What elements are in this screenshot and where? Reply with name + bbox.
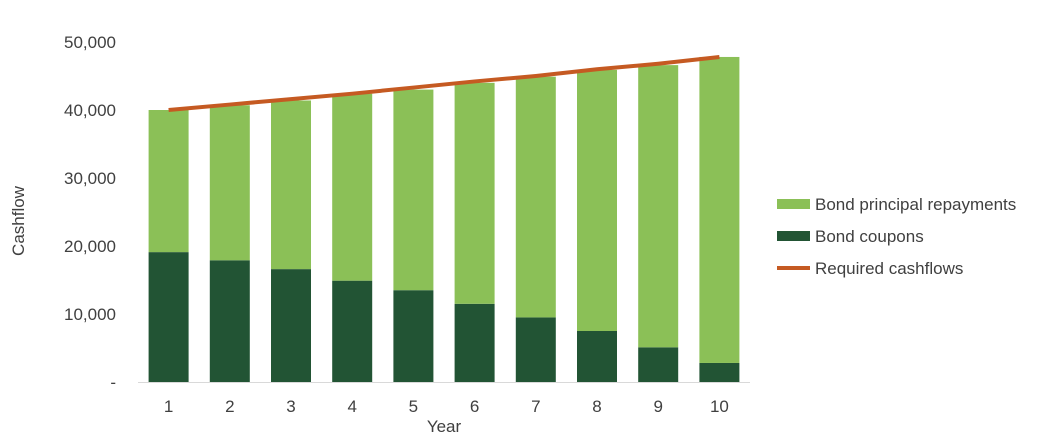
bar-principal [577, 69, 617, 331]
bar-coupons [454, 303, 495, 382]
bar-principal [699, 56, 740, 363]
bar-coupons [577, 331, 617, 382]
legend: Bond principal repayments Bond coupons R… [777, 195, 1016, 278]
legend-swatch-principal [777, 199, 810, 209]
y-axis-ticks: - 10,000 20,000 30,000 40,000 50,000 [64, 33, 116, 392]
bar-principal [209, 105, 250, 261]
bar-principal [393, 89, 434, 291]
legend-swatch-coupons [777, 231, 810, 241]
x-tick-label: 6 [470, 397, 479, 416]
bar-coupons [271, 269, 311, 382]
x-tick-label: 4 [347, 397, 356, 416]
bar-principal [638, 65, 679, 348]
y-tick-label: 30,000 [64, 169, 116, 188]
bar-coupons [332, 280, 373, 382]
x-tick-label: 8 [592, 397, 601, 416]
x-axis-title: Year [427, 417, 462, 436]
y-tick-label: 20,000 [64, 237, 116, 256]
bars-layer [148, 56, 740, 382]
y-tick-label: 50,000 [64, 33, 116, 52]
x-tick-label: 10 [710, 397, 729, 416]
bar-coupons [209, 260, 250, 382]
x-tick-label: 7 [531, 397, 540, 416]
legend-label-principal: Bond principal repayments [815, 195, 1016, 214]
x-tick-label: 9 [653, 397, 662, 416]
bar-coupons [699, 362, 740, 382]
x-tick-label: 5 [409, 397, 418, 416]
x-tick-label: 1 [164, 397, 173, 416]
y-tick-label: 10,000 [64, 305, 116, 324]
x-axis-ticks: 1 2 3 4 5 6 7 8 9 10 [164, 397, 729, 416]
bar-coupons [393, 290, 434, 382]
y-tick-label: 40,000 [64, 101, 116, 120]
bar-principal [332, 93, 373, 281]
x-tick-label: 2 [225, 397, 234, 416]
bar-principal [271, 100, 311, 270]
x-tick-label: 3 [286, 397, 295, 416]
bar-coupons [638, 347, 679, 382]
bar-coupons [148, 252, 189, 382]
legend-label-coupons: Bond coupons [815, 227, 924, 246]
y-tick-label: - [110, 373, 116, 392]
bar-coupons [515, 317, 556, 382]
required-cashflows-line [168, 54, 720, 112]
y-axis-title: Cashflow [9, 185, 28, 256]
bar-principal [148, 110, 189, 253]
bar-principal [454, 82, 495, 304]
legend-label-required: Required cashflows [815, 259, 963, 278]
bar-principal [515, 76, 556, 318]
